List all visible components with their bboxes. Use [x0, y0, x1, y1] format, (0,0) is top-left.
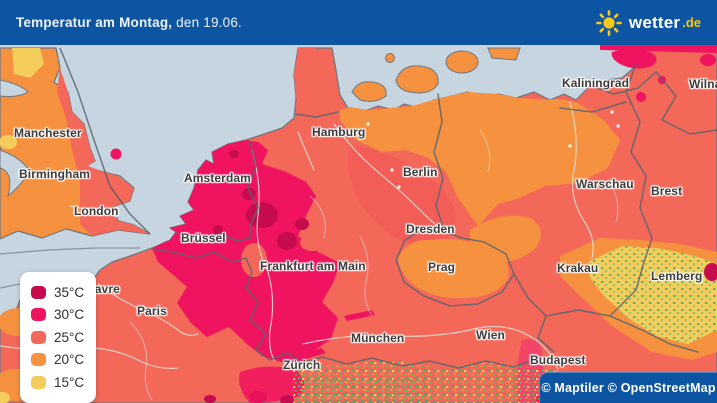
- title-rest-part: den 19.06.: [172, 15, 242, 30]
- city-label-kaliningrad: Kaliningrad: [562, 76, 630, 90]
- header-bar: Temperatur am Montag, den 19.06. wetter.…: [0, 0, 717, 45]
- city-label-wien: Wien: [476, 328, 505, 342]
- legend-swatch-35: [31, 285, 46, 299]
- legend-label-35: 35°C: [54, 284, 85, 300]
- legend-label-20: 20°C: [54, 352, 85, 368]
- city-label-wilna: Wilna: [689, 77, 717, 91]
- city-label-frankfurt-am-main: Frankfurt am Main: [260, 259, 366, 273]
- legend-swatch-25: [31, 330, 46, 344]
- legend-row-15: 15°C: [31, 371, 84, 394]
- sun-icon: [596, 9, 622, 36]
- legend-label-25: 25°C: [54, 329, 85, 345]
- city-label-warschau: Warschau: [576, 177, 634, 191]
- city-label-manchester: Manchester: [14, 126, 82, 140]
- legend-swatch-20: [31, 353, 46, 367]
- map-canvas: [0, 45, 717, 403]
- brand-name: wetter: [628, 12, 681, 32]
- temperature-legend: 35°C 30°C 25°C 20°C 15°C: [20, 272, 97, 403]
- city-label-budapest: Budapest: [530, 353, 586, 367]
- city-label-prag: Prag: [428, 260, 456, 274]
- legend-label-30: 30°C: [54, 307, 85, 323]
- city-label-muenchen: München: [351, 331, 405, 345]
- city-label-lemberg: Lemberg: [651, 269, 703, 283]
- legend-swatch-30: [31, 308, 46, 322]
- city-label-hamburg: Hamburg: [312, 125, 366, 139]
- city-label-brest: Brest: [651, 184, 683, 198]
- legend-row-35: 35°C: [31, 281, 84, 304]
- map-attribution[interactable]: © Maptiler © OpenStreetMap: [539, 372, 717, 403]
- legend-swatch-15: [31, 375, 46, 389]
- legend-row-30: 30°C: [31, 304, 84, 327]
- city-label-london: London: [74, 204, 119, 218]
- legend-row-25: 25°C: [31, 326, 84, 349]
- city-label-amsterdam: Amsterdam: [184, 171, 251, 185]
- page-title: Temperatur am Montag, den 19.06.: [16, 15, 242, 30]
- city-label-paris: Paris: [137, 304, 167, 318]
- city-label-bruessel: Brüssel: [181, 231, 226, 245]
- city-label-zuerich: Zürich: [283, 358, 321, 372]
- temperature-map[interactable]: [0, 45, 717, 403]
- title-date-part: Temperatur am Montag,: [16, 15, 173, 30]
- city-label-krakau: Krakau: [557, 261, 599, 275]
- city-label-birmingham: Birmingham: [19, 167, 91, 181]
- city-label-berlin: Berlin: [403, 165, 438, 179]
- brand-tld: .de: [682, 15, 701, 30]
- city-label-dresden: Dresden: [406, 222, 455, 236]
- wetter-de-logo[interactable]: wetter .de: [596, 9, 701, 36]
- legend-label-15: 15°C: [54, 374, 85, 390]
- legend-row-20: 20°C: [31, 349, 84, 372]
